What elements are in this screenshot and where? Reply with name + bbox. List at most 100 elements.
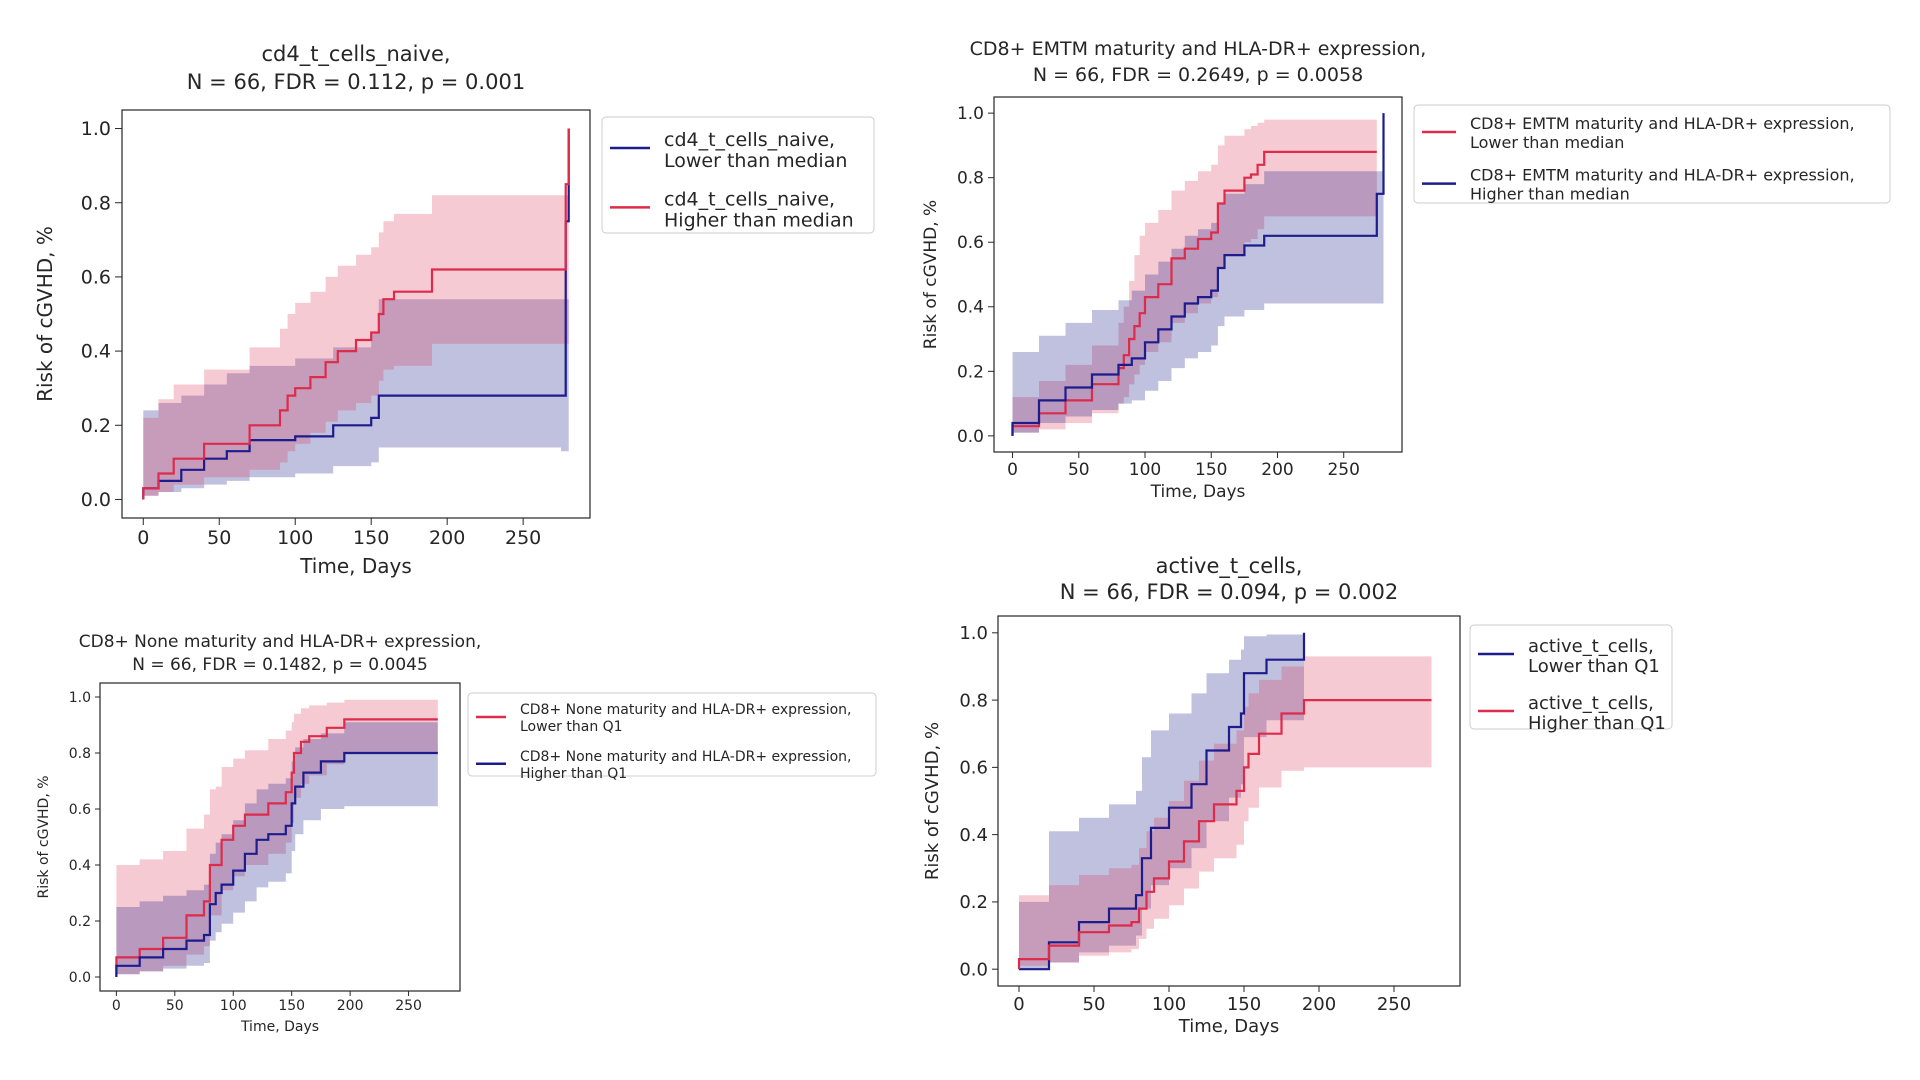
y-tick-label: 0.8 (81, 192, 111, 214)
y-tick-label: 0.2 (957, 362, 984, 382)
x-tick-label: 250 (505, 527, 541, 549)
x-tick-label: 200 (1261, 460, 1293, 480)
x-axis-label: Time, Days (1178, 1016, 1279, 1037)
y-tick-label: 0.0 (81, 489, 111, 511)
y-axis-label: Risk of cGVHD, % (33, 226, 57, 402)
legend-label-1: CD8+ None maturity and HLA-DR+ expressio… (520, 702, 851, 735)
legend-label-1: active_t_cells, Lower than Q1 (1528, 636, 1660, 677)
x-tick-label: 150 (1227, 994, 1261, 1015)
plot-frame (997, 615, 1461, 987)
x-tick-label: 150 (353, 527, 389, 549)
legend-frame (1469, 624, 1673, 730)
series-line-1 (115, 718, 438, 977)
series-line-1 (142, 128, 570, 500)
chart-title: N = 66, FDR = 0.2649, p = 0.0058 (1033, 64, 1363, 86)
x-tick-label: 0 (1013, 994, 1024, 1015)
y-tick-label: 0.2 (69, 914, 91, 930)
x-tick-label: 200 (429, 527, 465, 549)
x-axis-label: Time, Days (299, 554, 412, 578)
series-line-2 (142, 128, 570, 500)
chart-legend: cd4_t_cells_naive, Lower than median cd4_t… (601, 116, 875, 234)
x-tick-label: 200 (1302, 994, 1336, 1015)
chart-title: CD8+ EMTM maturity and HLA-DR+ expressio… (970, 38, 1427, 60)
y-tick-label: 0.8 (69, 746, 91, 762)
legend-label-1: cd4_t_cells_naive, Lower than median (664, 129, 847, 172)
y-tick-label: 0.4 (957, 298, 984, 318)
x-tick-label: 250 (1327, 460, 1359, 480)
legend-label-2: CD8+ EMTM maturity and HLA-DR+ expressio… (1470, 166, 1855, 204)
x-tick-label: 0 (1007, 460, 1018, 480)
x-tick-label: 50 (1083, 994, 1106, 1015)
y-tick-label: 0.8 (959, 690, 988, 711)
series-line-2 (1011, 113, 1385, 436)
x-tick-label: 50 (207, 527, 231, 549)
y-axis-label: Risk of cGVHD, % (36, 775, 52, 898)
y-tick-label: 1.0 (69, 690, 91, 706)
legend-frame (601, 116, 875, 234)
legend-frame (467, 692, 877, 777)
confidence-band-1 (1012, 119, 1377, 436)
chart-title: CD8+ None maturity and HLA-DR+ expressio… (79, 632, 482, 652)
x-axis-label: Time, Days (1150, 482, 1246, 502)
y-tick-label: 1.0 (957, 104, 984, 124)
x-tick-label: 200 (337, 998, 364, 1014)
y-tick-label: 0.0 (959, 959, 988, 980)
chart-legend: CD8+ None maturity and HLA-DR+ expressio… (467, 692, 877, 782)
confidence-band-1 (116, 699, 438, 977)
y-tick-label: 0.6 (69, 802, 91, 818)
y-tick-label: 0.2 (959, 892, 988, 913)
y-tick-label: 1.0 (959, 623, 988, 644)
y-tick-label: 0.6 (959, 758, 988, 779)
plot-frame (99, 682, 461, 992)
plot-frame (121, 109, 591, 519)
x-tick-label: 150 (278, 998, 305, 1014)
x-tick-label: 0 (137, 527, 149, 549)
chart-legend: active_t_cells, Lower than Q1 active_t_cel… (1469, 624, 1673, 734)
confidence-band-1 (1019, 632, 1304, 970)
confidence-band-2 (1019, 656, 1432, 970)
chart-panel-2: CD8+ EMTM maturity and HLA-DR+ expressio… (921, 38, 1891, 502)
x-axis-label: Time, Days (240, 1019, 319, 1035)
x-tick-label: 250 (1377, 994, 1411, 1015)
y-tick-label: 0.6 (957, 233, 984, 253)
plot-frame (993, 96, 1403, 453)
x-tick-label: 50 (166, 998, 184, 1014)
legend-label-2: cd4_t_cells_naive, Higher than median (664, 188, 854, 231)
legend-frame (1413, 104, 1891, 204)
chart-title: N = 66, FDR = 0.1482, p = 0.0045 (132, 655, 428, 675)
y-tick-label: 0.4 (959, 825, 988, 846)
x-tick-label: 100 (1129, 460, 1161, 480)
y-tick-label: 0.0 (69, 970, 91, 986)
chart-panel-4: active_t_cells,N = 66, FDR = 0.094, p = … (922, 554, 1673, 1037)
series-line-2 (115, 751, 438, 977)
chart-title: cd4_t_cells_naive, (261, 42, 450, 67)
y-tick-label: 0.2 (81, 415, 111, 437)
chart-panel-1: cd4_t_cells_naive, N = 66, FDR = 0.112, p… (33, 42, 875, 578)
chart-title: active_t_cells, (1156, 554, 1303, 579)
legend-label-2: active_t_cells, Higher than Q1 (1528, 693, 1666, 734)
confidence-band-2 (116, 722, 438, 977)
legend-label-2: CD8+ None maturity and HLA-DR+ expressio… (520, 749, 851, 782)
chart-panel-3: CD8+ None maturity and HLA-DR+ expressio… (36, 632, 877, 1035)
x-tick-label: 50 (1068, 460, 1090, 480)
y-tick-label: 0.8 (957, 169, 984, 189)
y-tick-label: 0.0 (957, 427, 984, 447)
y-axis-label: Risk of cGVHD, % (922, 722, 943, 880)
chart-title: N = 66, FDR = 0.112, p = 0.001 (187, 70, 525, 94)
y-axis-label: Risk of cGVHD, % (921, 200, 941, 349)
y-tick-label: 0.6 (81, 267, 111, 289)
legend-label-1: CD8+ EMTM maturity and HLA-DR+ expressio… (1470, 114, 1855, 152)
y-tick-label: 1.0 (81, 118, 111, 140)
y-tick-label: 0.4 (69, 858, 91, 874)
x-tick-label: 100 (1152, 994, 1186, 1015)
series-line-2 (1017, 698, 1432, 970)
chart-legend: CD8+ EMTM maturity and HLA-DR+ expressio… (1413, 104, 1891, 204)
series-line-1 (1019, 632, 1306, 971)
chart-title: N = 66, FDR = 0.094, p = 0.002 (1060, 580, 1398, 604)
x-tick-label: 150 (1195, 460, 1227, 480)
x-tick-label: 250 (395, 998, 422, 1014)
y-tick-label: 0.4 (81, 341, 111, 363)
x-tick-label: 100 (277, 527, 313, 549)
x-tick-label: 0 (112, 998, 121, 1014)
